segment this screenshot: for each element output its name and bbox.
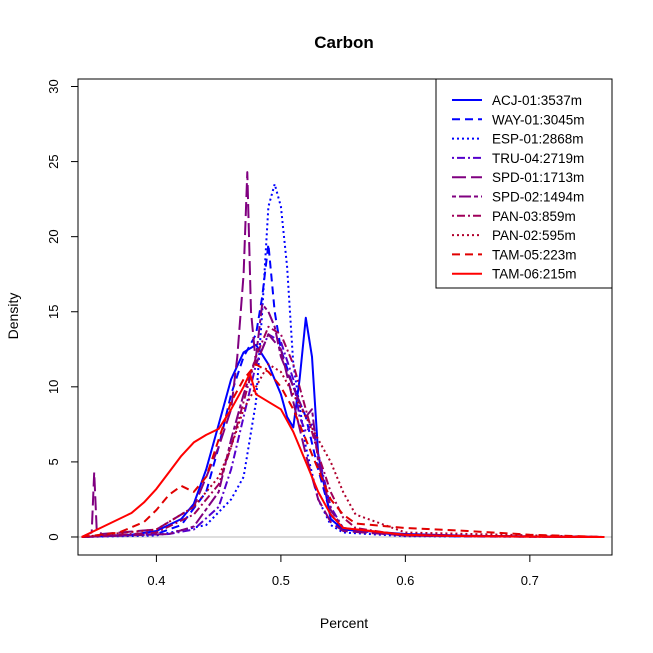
series-line-tru-04 xyxy=(81,333,605,538)
legend-label: SPD-02:1494m xyxy=(492,190,584,205)
x-axis: 0.4 0.5 0.6 0.7 xyxy=(147,554,539,588)
legend-label: TRU-04:2719m xyxy=(492,151,584,166)
legend: ACJ-01:3537m WAY-01:3045m ESP-01:2868m TRU-… xyxy=(435,78,613,289)
legend-label: ESP-01:2868m xyxy=(492,132,584,147)
y-tick-label: 15 xyxy=(46,305,61,319)
legend-label: ACJ-01:3537m xyxy=(492,93,582,108)
legend-label: SPD-01:1713m xyxy=(492,170,584,185)
y-tick-label: 30 xyxy=(46,79,61,93)
x-tick-label: 0.5 xyxy=(272,573,290,588)
x-tick-label: 0.6 xyxy=(396,573,414,588)
series-line-spd-01 xyxy=(81,171,605,538)
legend-label: PAN-03:859m xyxy=(492,209,576,224)
y-tick-label: 0 xyxy=(46,533,61,540)
x-axis-title: Percent xyxy=(320,615,368,631)
y-tick-label: 20 xyxy=(46,229,61,243)
legend-label: TAM-06:215m xyxy=(492,267,577,282)
series-layer xyxy=(81,171,605,538)
legend-label: TAM-05:223m xyxy=(492,247,577,262)
y-tick-label: 5 xyxy=(46,458,61,465)
x-tick-label: 0.4 xyxy=(147,573,165,588)
y-tick-label: 10 xyxy=(46,380,61,394)
series-line-esp-01 xyxy=(81,183,605,538)
y-axis-title: Density xyxy=(5,293,21,340)
series-line-pan-02 xyxy=(81,363,605,538)
x-tick-label: 0.7 xyxy=(521,573,539,588)
legend-box xyxy=(435,78,613,289)
legend-label: PAN-02:595m xyxy=(492,228,576,243)
y-axis: 0 5 10 15 20 25 30 xyxy=(46,79,79,541)
y-tick-label: 25 xyxy=(46,154,61,168)
legend-label: WAY-01:3045m xyxy=(492,112,585,127)
series-line-pan-03 xyxy=(81,325,605,538)
series-line-tam-05 xyxy=(81,363,605,538)
series-line-spd-02 xyxy=(81,303,605,538)
chart-title: Carbon xyxy=(314,33,374,52)
series-line-tam-06 xyxy=(81,372,605,538)
